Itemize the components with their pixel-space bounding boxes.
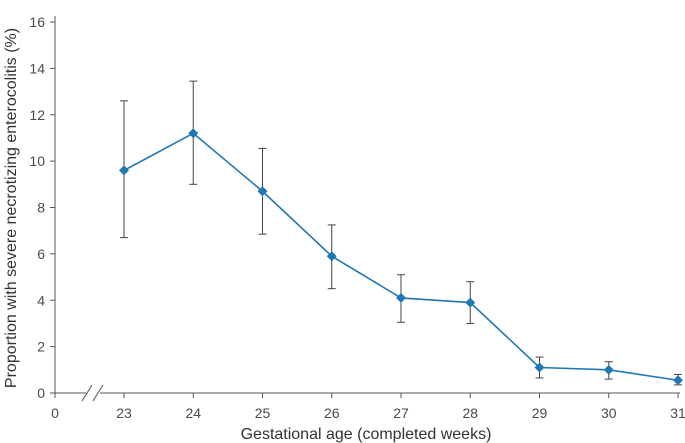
y-tick-label: 8 [37, 200, 45, 216]
x-tick-label: 0 [51, 405, 59, 421]
axis-break-mark [81, 384, 93, 402]
x-axis: 0 23 24 25 26 27 28 29 30 31 [51, 384, 685, 421]
x-axis-label: Gestational age (completed weeks) [241, 426, 492, 443]
x-tick-label: 26 [324, 405, 340, 421]
x-tick-label: 23 [116, 405, 132, 421]
data-point [326, 251, 337, 262]
data-point [534, 362, 545, 373]
data-point [119, 165, 129, 176]
x-tick-label: 28 [462, 405, 478, 421]
y-tick-label: 4 [37, 292, 45, 308]
y-tick-label: 16 [29, 14, 45, 30]
x-tick-label: 27 [393, 405, 409, 421]
y-tick-label: 12 [29, 107, 45, 123]
series [119, 128, 683, 386]
axis-break-mark [92, 384, 104, 402]
y-tick-label: 10 [29, 153, 45, 169]
y-axis: 0 2 4 6 8 10 12 14 16 [29, 14, 56, 401]
y-tick-label: 14 [29, 60, 45, 76]
data-point [257, 186, 268, 197]
x-tick-label: 25 [255, 405, 271, 421]
x-tick-label: 31 [670, 405, 685, 421]
x-tick-label: 24 [185, 405, 201, 421]
y-tick-label: 0 [37, 385, 45, 401]
y-tick-label: 6 [37, 246, 45, 262]
series-line [123, 132, 679, 382]
error-bars [120, 80, 682, 386]
y-axis-label: Proportion with severe necrotizing enter… [3, 28, 20, 388]
data-point [603, 364, 614, 375]
x-tick-label: 30 [601, 405, 617, 421]
y-tick-label: 2 [37, 339, 45, 355]
data-point [396, 292, 406, 303]
data-point [188, 128, 199, 139]
x-tick-label: 29 [532, 405, 548, 421]
data-point [465, 297, 476, 308]
data-point [673, 375, 683, 386]
